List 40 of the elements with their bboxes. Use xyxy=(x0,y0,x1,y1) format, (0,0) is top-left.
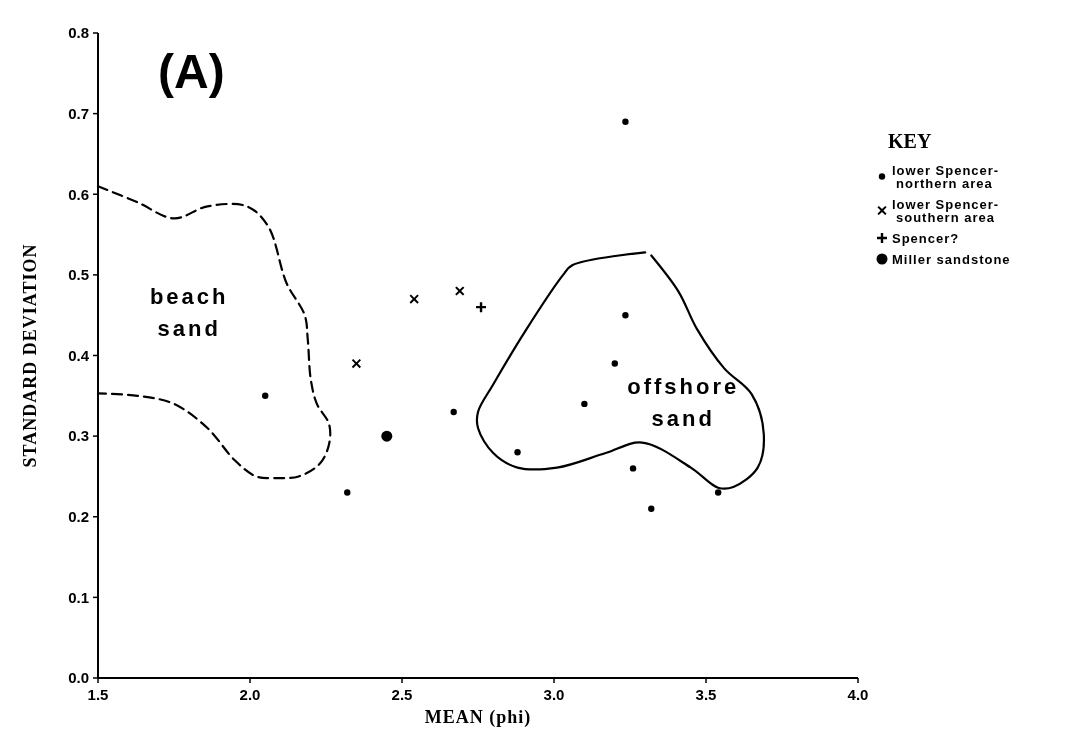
point xyxy=(648,505,655,512)
x-tick-label: 1.5 xyxy=(87,686,109,703)
x-tick-label: 2.0 xyxy=(239,686,261,703)
chart-title: (A) xyxy=(158,45,225,98)
annotation: beach sand xyxy=(149,283,229,341)
point xyxy=(514,449,521,456)
point xyxy=(714,489,722,496)
y-tick-label: 0.6 xyxy=(68,185,89,203)
y-tick-label: 0.8 xyxy=(68,24,89,42)
x-tick-label: 2.5 xyxy=(391,686,413,703)
x-tick-label: 4.0 xyxy=(847,686,869,703)
point xyxy=(622,311,629,319)
legend-title: KEY xyxy=(888,130,932,152)
x-tick-label: 3.5 xyxy=(695,686,717,703)
y-tick-label: 0.0 xyxy=(68,669,89,687)
point xyxy=(622,118,629,125)
y-tick-label: 0.5 xyxy=(68,266,89,284)
y-tick-label: 0.2 xyxy=(68,508,89,525)
point xyxy=(611,360,618,367)
y-tick-label: 0.3 xyxy=(68,427,89,445)
point xyxy=(581,400,588,408)
point xyxy=(381,430,393,442)
point xyxy=(629,465,637,472)
y-tick-label: 0.4 xyxy=(68,346,90,364)
x-axis-title: MEAN (phi) xyxy=(424,707,532,728)
point xyxy=(455,286,465,296)
legend-label: Spencer? xyxy=(892,230,960,246)
point xyxy=(409,294,419,304)
y-tick-label: 0.7 xyxy=(68,104,89,122)
legend-label: lower Spencer- northern area xyxy=(892,162,1000,191)
point xyxy=(450,408,457,416)
point xyxy=(351,358,361,369)
point xyxy=(344,489,351,496)
y-axis-title: STANDARD DEVIATION xyxy=(20,243,40,468)
y-tick-label: 0.1 xyxy=(68,588,89,606)
legend-label: lower Spencer- southern area xyxy=(892,196,1000,225)
point xyxy=(262,392,269,400)
legend-label: Miller sandstone xyxy=(892,251,1011,267)
annotation: offshore sand xyxy=(627,374,740,432)
x-tick-label: 3.0 xyxy=(543,686,565,703)
